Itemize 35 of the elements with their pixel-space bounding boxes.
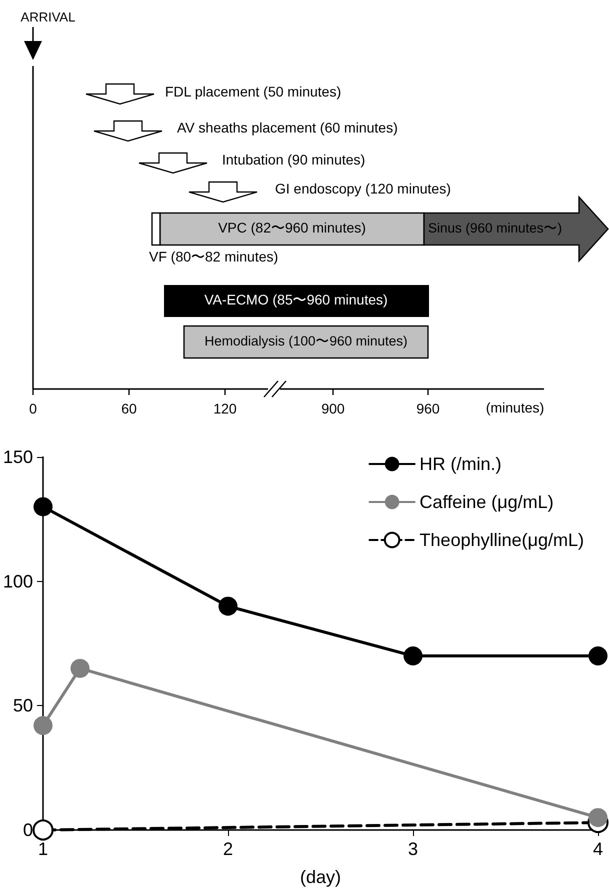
point <box>32 820 54 840</box>
point <box>34 497 53 516</box>
category-label: 120 <box>213 400 237 417</box>
category-label: 960 <box>416 400 440 417</box>
y-tick-label: 50 <box>13 696 34 716</box>
y-tick-label: 0 <box>23 820 34 840</box>
y-tick-label: 150 <box>2 447 34 467</box>
x-tick-label: 3 <box>408 839 418 859</box>
legend-label: Caffeine (μg/mL) <box>420 492 554 512</box>
x-tick-label: 4 <box>592 839 604 859</box>
legend-label: HR (/min.) <box>420 454 502 474</box>
x-tick-label: 2 <box>223 839 234 859</box>
x-tick-label: 1 <box>38 839 48 859</box>
category-label: 900 <box>321 400 345 417</box>
category-label: 60 <box>121 400 137 417</box>
point <box>218 596 238 616</box>
y-tick-label: 100 <box>2 571 34 592</box>
text: GI endoscopy (120 minutes) <box>275 180 451 197</box>
legend-label: Theophylline(μg/mL) <box>420 530 584 550</box>
point <box>404 646 423 666</box>
text: FDL placement (50 minutes) <box>165 84 342 100</box>
text: ARRIVAL <box>20 9 76 24</box>
text: AV sheaths placement (60 minutes) <box>177 120 398 136</box>
text: VPC (82〜960 minutes) <box>218 220 366 236</box>
x-axis-title: (day) <box>300 867 342 887</box>
text: VF (80〜82 minutes) <box>149 248 278 265</box>
text: (minutes) <box>486 400 544 416</box>
text: Sinus (960 minutes〜) <box>428 220 562 236</box>
text: Intubation (90 minutes) <box>222 152 366 168</box>
text: Hemodialysis (100〜960 minutes) <box>204 334 408 349</box>
text: VA-ECMO (85〜960 minutes) <box>204 292 388 308</box>
point <box>588 808 608 828</box>
point <box>34 716 53 736</box>
point <box>588 646 608 666</box>
point <box>70 658 90 678</box>
